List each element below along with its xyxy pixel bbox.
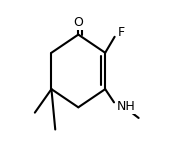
Text: NH: NH (117, 100, 136, 113)
Text: F: F (118, 26, 125, 39)
Text: O: O (73, 16, 83, 29)
